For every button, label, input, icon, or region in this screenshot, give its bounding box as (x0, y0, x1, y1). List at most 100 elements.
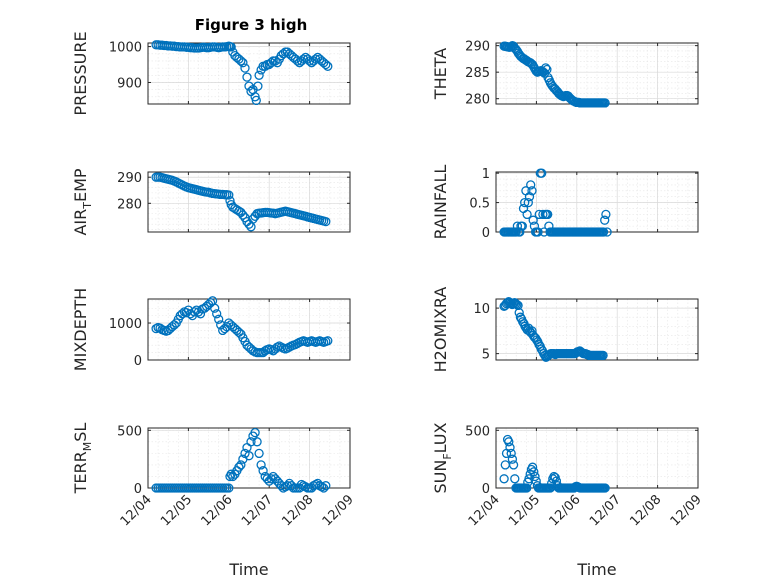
axes-theta: 280 285 290 THETA (431, 40, 699, 108)
x-tick-label: 12/08 (627, 492, 664, 529)
data-point (511, 298, 521, 309)
x-tick-label: 12/05 (158, 492, 195, 529)
data-point (511, 227, 521, 237)
y-tick-label: 280 (465, 93, 490, 108)
data-point (529, 467, 539, 477)
axes-pressure: 900 1000 PRESSURE (71, 31, 351, 116)
x-tick-label: 12/09 (668, 492, 705, 529)
y-axis-label: MIXDEPTH (71, 288, 90, 371)
data-point (527, 326, 537, 336)
y-tick-label: 290 (465, 40, 490, 55)
data-point (238, 210, 248, 220)
x-tick-label: 12/09 (320, 492, 357, 529)
y-tick-label: 500 (465, 424, 490, 439)
data-point (276, 481, 286, 491)
axes-frame (147, 171, 351, 233)
y-tick-label: 5 (482, 348, 490, 363)
y-axis-label: TERRMSL (71, 423, 94, 495)
data-point (292, 56, 303, 66)
data-point (524, 192, 535, 202)
data-point (538, 209, 548, 220)
data-point (527, 462, 538, 472)
data-point (311, 54, 321, 64)
axes-frame (147, 427, 351, 489)
y-tick-label: 900 (117, 76, 142, 91)
data-point (601, 209, 611, 220)
data-point (189, 307, 200, 317)
data-point (526, 180, 536, 190)
data-point (520, 197, 530, 208)
data-point (527, 186, 537, 196)
data-point (240, 63, 250, 73)
x-tick-label: 12/05 (506, 492, 543, 529)
data-point (598, 227, 609, 237)
data-point (238, 58, 248, 68)
data-point (600, 215, 610, 225)
figure-title: Figure 3 high (195, 16, 308, 34)
y-axis-label: SUNFLUX (431, 422, 454, 493)
data-point (212, 309, 222, 319)
data-point (317, 482, 327, 492)
data-point (323, 336, 333, 346)
data-point (522, 209, 532, 220)
data-point (323, 61, 333, 71)
data-point (210, 303, 220, 313)
series-rainfall (499, 168, 612, 237)
data-point (282, 481, 293, 491)
data-point (256, 460, 266, 470)
data-point (244, 451, 254, 461)
x-axis-label: Time (228, 560, 268, 579)
data-point (505, 442, 515, 453)
axes-frame (495, 42, 699, 105)
data-point (266, 474, 276, 484)
x-tick-label: 12/06 (547, 492, 584, 529)
y-tick-label: 0 (482, 482, 490, 497)
data-point (252, 437, 262, 447)
data-point (507, 454, 518, 464)
data-point (254, 448, 264, 459)
axes-terr_msl: 0 500 TERRMSL 12/04 12/05 12/06 12/07 12/08 12/0… (71, 423, 357, 579)
data-point (242, 72, 252, 82)
data-point (600, 98, 610, 108)
y-tick-label: 290 (117, 171, 142, 186)
data-point (246, 437, 256, 447)
data-point (253, 81, 263, 91)
data-point (266, 58, 276, 68)
data-point (224, 483, 234, 493)
series-pressure (151, 40, 333, 106)
data-point (214, 314, 224, 324)
y-tick-label: 280 (117, 197, 142, 212)
data-point (522, 483, 532, 493)
axes-mixdepth: 0 1000 MIXDEPTH (71, 288, 351, 371)
y-axis-label: PRESSURE (71, 31, 90, 115)
data-point (512, 221, 523, 231)
y-tick-label: 1000 (109, 317, 142, 332)
y-tick-label: 1000 (109, 41, 142, 56)
data-point (514, 308, 524, 318)
data-point (250, 427, 260, 438)
series-h2omixra (499, 297, 608, 362)
data-point (234, 462, 244, 472)
data-point (319, 483, 329, 493)
axes-frame (147, 42, 351, 105)
data-point (515, 227, 525, 237)
data-point (506, 448, 516, 459)
data-point (499, 474, 509, 484)
data-point (254, 70, 264, 80)
data-point (530, 471, 540, 482)
data-point (321, 59, 331, 70)
x-axis-label: Time (576, 560, 616, 579)
y-tick-label: 1 (482, 167, 490, 182)
data-point (226, 42, 236, 52)
y-tick-label: 0.5 (469, 197, 490, 212)
data-point (537, 168, 547, 178)
x-tick-label: 12/07 (239, 492, 276, 529)
data-point (504, 437, 514, 447)
data-point (528, 215, 538, 225)
axes-sun_flux: 0 500 SUNFLUX 12/04 12/05 12/06 12/07 12/08 12/0… (431, 422, 705, 579)
data-point (251, 95, 261, 106)
data-point (258, 466, 268, 476)
y-tick-label: 0 (134, 482, 142, 497)
data-point (298, 54, 309, 64)
